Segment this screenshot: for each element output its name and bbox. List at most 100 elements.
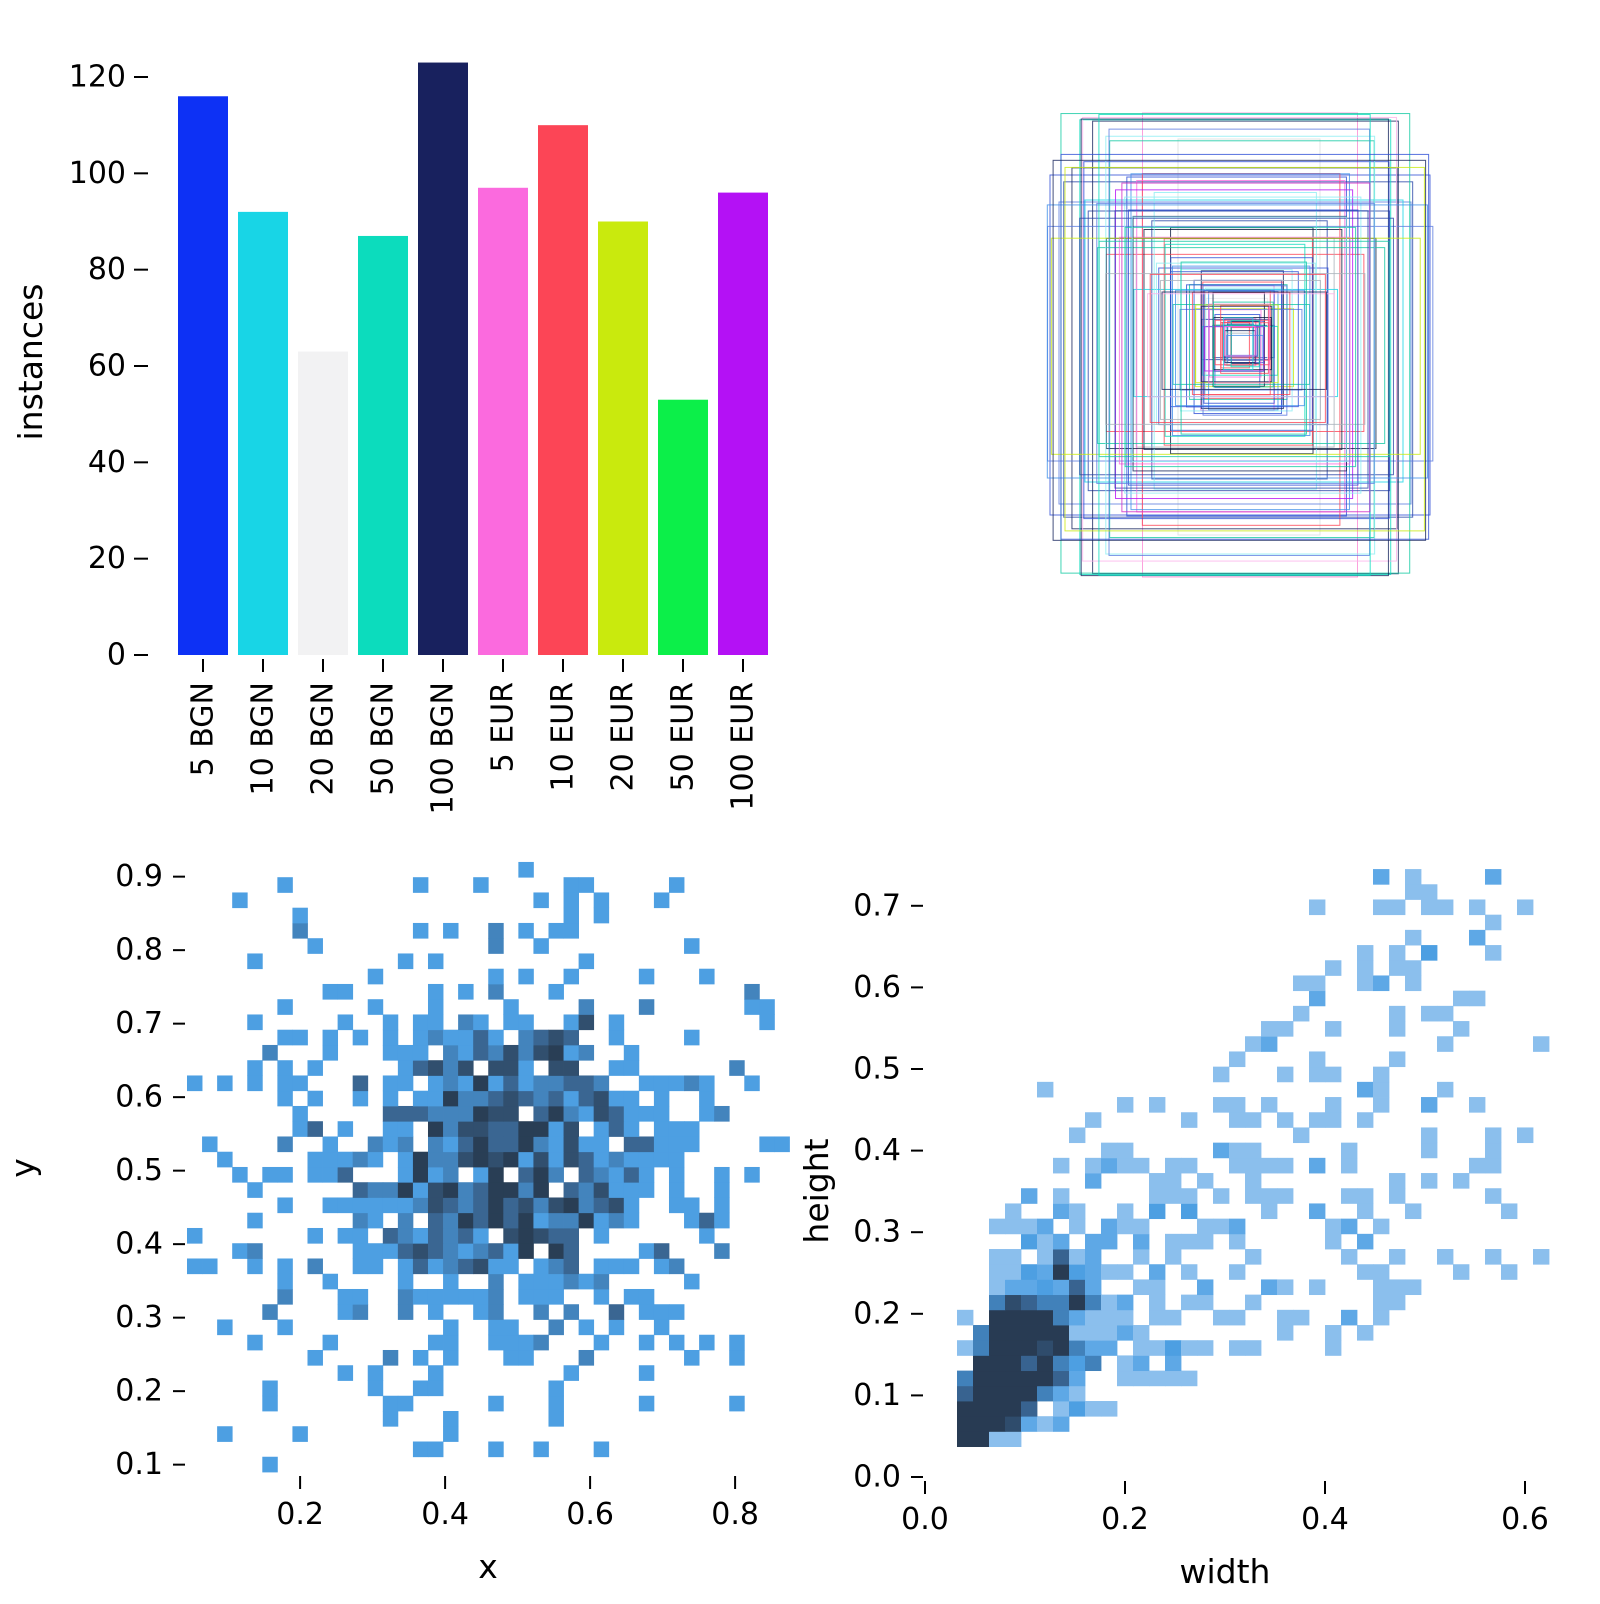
hist2d-cell xyxy=(1037,1385,1054,1402)
hist2d-cell xyxy=(623,1090,640,1107)
hist2d-cell xyxy=(1021,1325,1038,1341)
hist2d-cell xyxy=(989,1294,1006,1311)
hist2d-cell xyxy=(1069,1325,1086,1341)
instance-box xyxy=(1175,289,1305,407)
hist2d-cell xyxy=(518,1044,534,1061)
hist2d-cell xyxy=(989,1264,1006,1280)
hist2d-cell xyxy=(503,1105,519,1122)
hist2d-cell xyxy=(1165,1233,1182,1250)
hist2d-cell xyxy=(412,1288,429,1305)
hist2d-cell xyxy=(699,1334,715,1351)
hist2d-cell xyxy=(382,1395,399,1412)
hist2d-cell xyxy=(217,1426,233,1442)
hist2d-cell xyxy=(1037,1249,1054,1265)
hist2d-cell xyxy=(277,1197,293,1214)
hist2d-cell xyxy=(989,1416,1006,1432)
hist2d-cell xyxy=(518,1334,534,1351)
boxes-plot-area xyxy=(1046,112,1434,578)
hist2d-cell xyxy=(1005,1385,1022,1402)
hist2d-cell xyxy=(443,1029,459,1046)
hist2d-cell xyxy=(1341,1142,1358,1159)
hist2d-cell xyxy=(714,1182,730,1198)
bar xyxy=(238,211,288,655)
hist2d-cell xyxy=(1005,1249,1022,1265)
hist2d-cell xyxy=(1053,1370,1070,1387)
hist-ytick-label: 0.3 xyxy=(115,1300,163,1335)
instance-box xyxy=(1208,303,1270,384)
hist2d-cell xyxy=(1277,1112,1294,1128)
hist2d-cell xyxy=(1261,1203,1278,1220)
hist2d-cell xyxy=(1309,1066,1326,1083)
instance-box xyxy=(1171,265,1311,437)
hist2d-cell xyxy=(1133,1370,1150,1387)
hist2d-cell xyxy=(427,1029,444,1046)
hist2d-cell xyxy=(1021,1385,1038,1402)
hist2d-cell xyxy=(533,938,549,954)
hist2d-cell xyxy=(1101,1325,1118,1341)
hist2d-cell xyxy=(638,1304,655,1320)
hist2d-cell xyxy=(563,1136,580,1153)
hist2d-cell xyxy=(1229,1264,1246,1280)
hist2d-cell xyxy=(277,1029,293,1046)
hist2d-cell xyxy=(578,953,595,970)
instance-box xyxy=(1115,189,1354,500)
bar xyxy=(418,62,468,656)
hist2d-cell xyxy=(684,1273,700,1290)
hist2d-cell xyxy=(247,1014,263,1031)
hist2d-cell xyxy=(427,1014,444,1031)
instance-box xyxy=(1131,216,1347,463)
bar-xtick-label: 5 BGN xyxy=(186,682,221,776)
hist2d-cell xyxy=(1213,1309,1230,1326)
hist2d-cell xyxy=(1117,1097,1134,1113)
hist2d-cell xyxy=(1181,1294,1198,1311)
hist2d-cell xyxy=(1437,1249,1454,1265)
hist2d-cell xyxy=(1389,899,1406,916)
hist2d-cell xyxy=(458,1243,474,1259)
hist2d-cell xyxy=(593,1182,610,1198)
hist2d-cell xyxy=(337,1014,354,1031)
hist2d-cell xyxy=(533,1075,549,1092)
hist2d-cell xyxy=(1245,1142,1262,1159)
instance-box xyxy=(1108,128,1371,556)
hist2d-cell xyxy=(352,1151,369,1168)
hist-ytick-label: 0.5 xyxy=(853,1052,901,1087)
hist2d-cell xyxy=(352,1227,369,1244)
hist2d-cell xyxy=(397,1395,414,1412)
instance-box xyxy=(1130,173,1350,511)
hist2d-cell xyxy=(1325,960,1342,976)
hist2d-cell xyxy=(1421,899,1438,916)
hist2d-cell xyxy=(1325,1021,1342,1037)
hist2d-cell xyxy=(653,1136,670,1153)
hist2d-cell xyxy=(1085,1401,1102,1417)
hist2d-cell xyxy=(1149,1279,1166,1296)
hist2d-cell xyxy=(322,1044,339,1061)
hist2d-cell xyxy=(488,1105,504,1122)
hist2d-cell xyxy=(352,1197,369,1214)
hist2d-cell xyxy=(427,1182,444,1198)
hist2d-cell xyxy=(443,1258,459,1275)
hist2d-cell xyxy=(458,1136,474,1153)
hist2d-cell xyxy=(473,1105,489,1122)
hist2d-cell xyxy=(503,1334,519,1351)
hist2d-cell xyxy=(1037,1279,1054,1296)
hist2d-cell xyxy=(989,1431,1006,1448)
hist2d-cell xyxy=(367,1380,384,1397)
hist2d-cell xyxy=(1453,990,1470,1007)
hist2d-cell xyxy=(1325,1112,1342,1128)
hist2d-cell xyxy=(1005,1370,1022,1387)
hist2d-cell xyxy=(973,1416,990,1432)
hist-ytick-label: 0.2 xyxy=(853,1296,901,1331)
hist2d-cell xyxy=(563,892,580,909)
hist2d-cell xyxy=(1373,1309,1390,1326)
hist2d-cell xyxy=(458,1258,474,1275)
hist2d-cell xyxy=(473,1166,489,1183)
hist2d-cell xyxy=(397,1258,414,1275)
hist2d-cell xyxy=(1053,1325,1070,1341)
hist2d-cell xyxy=(1037,1416,1054,1432)
hist2d-cell xyxy=(1357,960,1374,976)
hist2d-cell xyxy=(443,1197,459,1214)
hist2d-cell xyxy=(1053,1203,1070,1220)
hist2d-cell xyxy=(1197,1173,1214,1189)
hist2d-cell xyxy=(443,1136,459,1153)
hist2d-cell xyxy=(503,1060,519,1076)
